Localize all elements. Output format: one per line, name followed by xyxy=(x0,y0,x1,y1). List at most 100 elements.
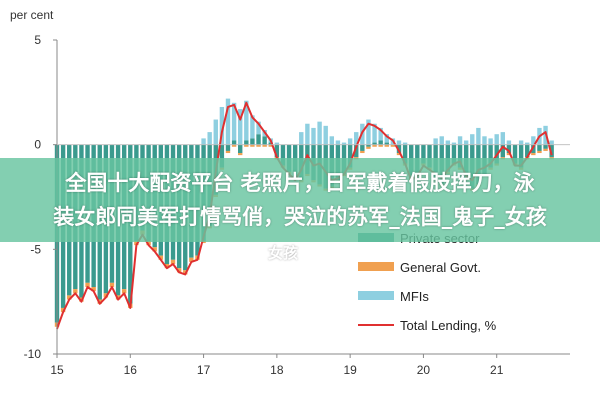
bar-mfis-56 xyxy=(396,140,402,145)
bar-general-govt-56 xyxy=(396,153,402,156)
bar-general-govt-17 xyxy=(158,255,164,260)
bar-mfis-54 xyxy=(384,134,389,143)
bar-mfis-45 xyxy=(329,136,335,145)
bar-mfis-29 xyxy=(231,102,237,141)
bar-private-sector-34 xyxy=(262,136,267,145)
bar-mfis-41 xyxy=(305,123,310,145)
bar-general-govt-53 xyxy=(378,144,383,147)
bar-mfis-27 xyxy=(219,106,225,145)
bar-mfis-57 xyxy=(402,142,408,145)
y-tick-label: -10 xyxy=(24,347,42,361)
y-tick-label: 5 xyxy=(34,33,41,47)
bar-general-govt-9 xyxy=(109,282,115,288)
bar-mfis-30 xyxy=(238,109,243,145)
bar-mfis-25 xyxy=(207,132,212,145)
overlay-line-1: 全国十大配资平台 老照片，日军戴着假肢挥刀，泳 xyxy=(65,171,535,195)
bar-mfis-42 xyxy=(311,127,316,145)
x-tick-label: 20 xyxy=(417,363,431,377)
bar-general-govt-33 xyxy=(256,144,261,147)
bar-mfis-68 xyxy=(470,134,475,145)
bar-private-sector-79 xyxy=(537,144,542,151)
overlay-banner xyxy=(0,158,600,242)
bar-general-govt-18 xyxy=(164,263,170,269)
legend-label-mfis: MFIs xyxy=(400,289,429,304)
bar-private-sector-48 xyxy=(347,144,353,168)
x-tick-label: 19 xyxy=(343,363,357,377)
bar-private-sector-71 xyxy=(488,144,493,168)
bar-general-govt-35 xyxy=(268,144,273,147)
bar-general-govt-19 xyxy=(170,259,176,264)
bar-mfis-78 xyxy=(531,136,536,145)
bar-private-sector-35 xyxy=(268,142,273,145)
bar-mfis-33 xyxy=(256,121,261,135)
bar-mfis-64 xyxy=(445,140,451,145)
bar-private-sector-77 xyxy=(525,144,530,158)
bar-mfis-53 xyxy=(378,127,383,141)
legend-swatch-mfis xyxy=(358,291,394,300)
bar-mfis-32 xyxy=(250,115,255,139)
bar-general-govt-80 xyxy=(543,148,548,151)
x-tick-label: 18 xyxy=(270,363,284,377)
bar-general-govt-31 xyxy=(244,144,249,147)
bar-private-sector-49 xyxy=(354,144,359,158)
y-tick-label: -5 xyxy=(30,242,41,256)
bar-general-govt-13 xyxy=(134,240,139,246)
legend-label-total-lending: Total Lending, % xyxy=(400,318,497,333)
bar-mfis-51 xyxy=(366,119,371,145)
legend-swatch-general-govt xyxy=(358,262,394,271)
bar-general-govt-16 xyxy=(152,247,157,252)
bar-private-sector-80 xyxy=(543,144,548,149)
bar-general-govt-2 xyxy=(67,295,72,300)
x-tick-label: 17 xyxy=(197,363,211,377)
bar-general-govt-24 xyxy=(201,240,206,244)
bar-private-sector-52 xyxy=(372,142,377,145)
x-tick-label: 21 xyxy=(490,363,504,377)
overlay-text: 全国十大配资平台 老照片，日军戴着假肢挥刀，泳 装女郎同美军打情骂俏，哭泣的苏军… xyxy=(0,166,600,234)
bar-private-sector-61 xyxy=(427,144,432,168)
bar-private-sector-57 xyxy=(402,144,408,164)
bar-general-govt-55 xyxy=(390,144,396,147)
bar-general-govt-20 xyxy=(176,268,182,273)
bar-private-sector-51 xyxy=(366,144,371,147)
bar-private-sector-53 xyxy=(378,140,383,145)
bar-private-sector-78 xyxy=(531,144,536,154)
bar-mfis-26 xyxy=(213,119,218,145)
bar-mfis-65 xyxy=(451,142,457,145)
bar-general-govt-11 xyxy=(121,289,127,294)
bar-mfis-62 xyxy=(433,138,438,145)
bar-mfis-31 xyxy=(244,100,249,141)
bar-general-govt-29 xyxy=(231,144,237,147)
bar-mfis-72 xyxy=(494,134,499,145)
bar-private-sector-33 xyxy=(256,134,261,145)
bar-mfis-77 xyxy=(525,142,530,145)
bar-private-sector-28 xyxy=(225,144,231,151)
bar-general-govt-34 xyxy=(262,144,267,147)
bar-private-sector-76 xyxy=(518,144,524,168)
bar-mfis-28 xyxy=(225,98,231,145)
bar-private-sector-73 xyxy=(500,144,506,158)
bar-mfis-36 xyxy=(274,142,280,145)
bar-mfis-47 xyxy=(341,142,347,145)
overlay-tail: 女孩 xyxy=(268,244,299,262)
bar-private-sector-37 xyxy=(280,144,286,166)
y-tick-label: 0 xyxy=(34,138,41,152)
bar-general-govt-8 xyxy=(103,293,109,298)
bar-mfis-46 xyxy=(335,140,341,145)
bar-mfis-40 xyxy=(299,132,304,145)
bar-general-govt-52 xyxy=(372,144,377,147)
legend-label-general-govt: General Govt. xyxy=(400,260,481,275)
bar-private-sector-74 xyxy=(506,144,512,154)
bar-private-sector-27 xyxy=(219,144,225,168)
bar-general-govt-15 xyxy=(146,240,151,246)
bar-private-sector-75 xyxy=(512,144,518,164)
bar-private-sector-66 xyxy=(457,144,463,168)
bar-mfis-70 xyxy=(482,136,487,145)
bar-private-sector-31 xyxy=(244,140,249,145)
bar-mfis-76 xyxy=(518,140,524,145)
bar-general-govt-32 xyxy=(250,144,255,147)
x-tick-label: 16 xyxy=(124,363,138,377)
bar-mfis-49 xyxy=(354,132,359,145)
bar-general-govt-5 xyxy=(85,282,90,288)
bar-mfis-66 xyxy=(457,136,463,145)
